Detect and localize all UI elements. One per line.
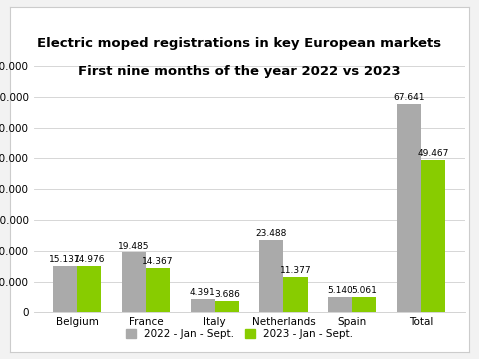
Text: 14.976: 14.976	[73, 255, 105, 264]
Text: 4.391: 4.391	[190, 288, 216, 297]
Text: 3.686: 3.686	[214, 290, 240, 299]
Bar	[53, 266, 77, 312]
Bar	[421, 160, 445, 312]
Text: 14.367: 14.367	[142, 257, 174, 266]
Bar	[328, 297, 352, 312]
Text: 15.137: 15.137	[49, 255, 81, 264]
Bar	[260, 240, 284, 312]
Bar	[352, 297, 376, 312]
Text: 5.061: 5.061	[351, 286, 377, 295]
Bar	[284, 277, 308, 312]
Text: 23.488: 23.488	[256, 229, 287, 238]
Text: First nine months of the year 2022 vs 2023: First nine months of the year 2022 vs 20…	[78, 65, 401, 78]
Legend: 2022 - Jan - Sept., 2023 - Jan - Sept.: 2022 - Jan - Sept., 2023 - Jan - Sept.	[121, 325, 358, 343]
Text: 49.467: 49.467	[417, 149, 449, 158]
Text: 11.377: 11.377	[280, 266, 311, 275]
Text: 5.140: 5.140	[327, 286, 353, 295]
Bar	[146, 268, 170, 312]
Bar	[191, 299, 215, 312]
Text: 19.485: 19.485	[118, 242, 149, 251]
Bar	[77, 266, 101, 312]
Bar	[122, 252, 146, 312]
Bar	[215, 301, 239, 312]
Text: Electric moped registrations in key European markets: Electric moped registrations in key Euro…	[37, 37, 442, 50]
Text: 67.641: 67.641	[393, 93, 425, 102]
Bar	[397, 104, 421, 312]
